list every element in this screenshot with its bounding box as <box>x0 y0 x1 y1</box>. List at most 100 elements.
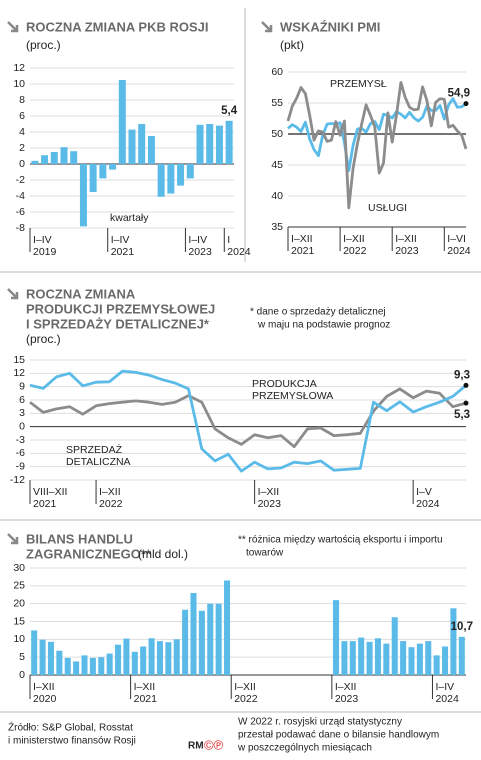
x-tick-label: I <box>227 234 230 246</box>
chart-title: PRODUKCJI PRZEMYSŁOWEJ <box>26 301 215 316</box>
bar <box>177 164 185 186</box>
y-tick-label: 12 <box>13 367 25 379</box>
x-tick-label: I–XII <box>343 233 365 245</box>
x-tick-label: I–XII <box>99 486 121 498</box>
x-tick-year: 2021 <box>291 245 315 257</box>
bar <box>56 650 63 675</box>
y-tick-label: -6 <box>16 206 25 218</box>
series-label-line: DETALICZNA <box>66 456 131 468</box>
series-label: PRODUKCJA PRZEMYSŁOWA <box>252 378 333 402</box>
x-tick-label: I–V <box>416 486 432 498</box>
bar <box>383 643 390 675</box>
y-tick-label: -6 <box>16 447 25 459</box>
x-tick-label: I–XII <box>234 681 256 693</box>
chart-title: BILANS HANDLU <box>26 531 133 546</box>
y-tick-label: 6 <box>19 394 25 406</box>
bar <box>31 160 39 164</box>
x-tick-year: 2021 <box>33 498 57 510</box>
x-tick-year: 2023 <box>395 245 419 257</box>
line <box>287 97 467 172</box>
bar <box>123 638 130 675</box>
bar <box>157 164 165 197</box>
x-tick-year: 2024 <box>416 498 440 510</box>
bar <box>128 129 136 164</box>
bar <box>118 80 126 164</box>
bar <box>433 655 440 675</box>
x-tick-year: 2019 <box>33 246 57 258</box>
subtitle: (proc.) <box>26 332 61 346</box>
y-tick-label: -4 <box>16 190 25 202</box>
bar <box>106 653 113 675</box>
bar <box>442 646 449 675</box>
bar <box>186 164 194 179</box>
x-tick-year: 2021 <box>134 693 158 705</box>
x-tick-year: 2022 <box>234 693 258 705</box>
x-tick-year: 2023 <box>258 498 282 510</box>
bar <box>138 124 146 164</box>
y-tick-label: 5 <box>19 651 25 663</box>
bar <box>50 152 58 164</box>
x-tick-year: 2022 <box>99 498 123 510</box>
bar <box>425 641 432 675</box>
bar <box>215 125 223 164</box>
bar <box>109 164 117 170</box>
x-tick-year: 2023 <box>335 693 359 705</box>
bar <box>349 641 356 675</box>
chart-title: ZAGRANICZNEGO** <box>26 546 152 561</box>
series-label: PRZEMYSŁ <box>330 78 387 90</box>
bar <box>173 639 180 675</box>
logo: RM <box>188 741 204 752</box>
bar <box>215 603 222 675</box>
y-tick-label: 4 <box>19 126 25 138</box>
bar <box>89 164 97 192</box>
series-label-line: PRODUKCJA <box>252 378 319 390</box>
y-tick-label: 2 <box>19 142 25 154</box>
bar <box>366 641 373 675</box>
y-tick-label: 3 <box>19 407 25 419</box>
value-label: 54,9 <box>448 88 470 100</box>
y-tick-label: 40 <box>271 190 283 202</box>
bar <box>416 643 423 675</box>
bar <box>41 155 49 164</box>
bar <box>73 661 80 675</box>
line <box>286 81 468 210</box>
line <box>29 387 467 449</box>
note: w maju na podstawie prognoz <box>257 320 390 331</box>
y-tick-label: 0 <box>19 669 25 681</box>
note: * dane o sprzedaży detalicznej <box>250 307 386 318</box>
series-label: SPRZEDAŻ DETALICZNA <box>66 443 131 468</box>
bar <box>47 641 54 675</box>
bar <box>458 636 465 675</box>
line <box>29 369 467 473</box>
y-tick-label: 25 <box>13 580 25 592</box>
subtitle: (proc.) <box>26 38 61 52</box>
logo-symbols: ©℗ <box>204 737 224 752</box>
series-label-line: SPRZEDAŻ <box>66 443 125 456</box>
x-tick-year: 2021 <box>111 246 135 258</box>
y-tick-label: 50 <box>271 128 283 140</box>
note: ** różnica między wartością eksportu i i… <box>238 535 443 546</box>
title-arrow <box>261 21 273 33</box>
bar <box>79 164 87 227</box>
x-tick-label: I–XII <box>33 681 55 693</box>
value-label: 5,3 <box>454 409 470 421</box>
value-label: 9,3 <box>454 369 470 381</box>
title-arrow <box>7 21 19 33</box>
subtitle: (mld dol.) <box>138 547 188 561</box>
bar <box>206 124 214 164</box>
y-tick-label: 45 <box>271 159 283 171</box>
y-tick-label: 30 <box>13 562 25 574</box>
bar <box>64 657 71 675</box>
bar <box>333 600 340 675</box>
bar <box>358 637 365 675</box>
bar <box>198 610 205 675</box>
footer-note: W 2022 r. rosyjski urząd statystyczny <box>238 717 402 728</box>
bar <box>207 603 214 675</box>
y-tick-label: 0 <box>19 420 25 432</box>
y-tick-label: 0 <box>19 158 25 170</box>
bar <box>148 638 155 675</box>
x-tick-label: I–IV <box>33 234 52 246</box>
footer-note: w poszczególnych miesiącach <box>237 743 372 754</box>
x-tick-label: I–IV <box>111 234 130 246</box>
bar <box>190 592 197 675</box>
